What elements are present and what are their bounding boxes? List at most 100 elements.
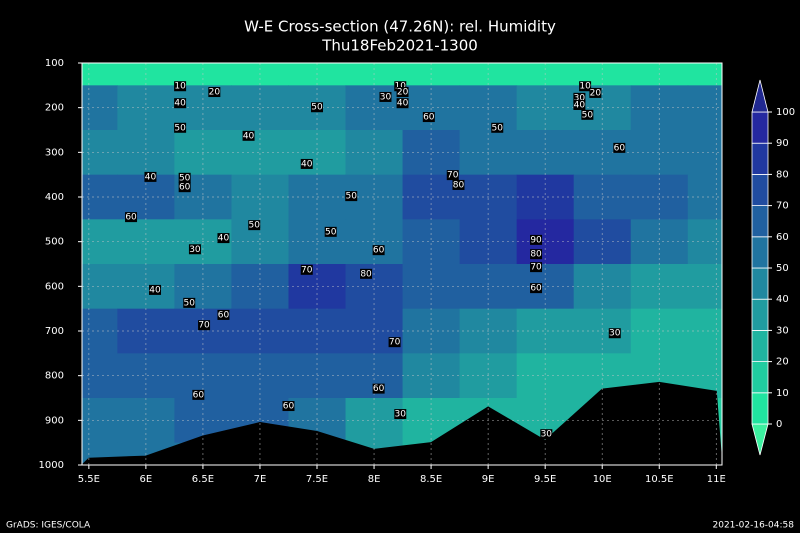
colorbar-extend-high: [751, 79, 769, 113]
y-tick-label: 900: [45, 415, 64, 426]
field: [82, 63, 722, 465]
contour-label: 30: [609, 329, 621, 339]
label-box: [422, 112, 435, 123]
label-box: [324, 226, 337, 237]
colorbar-label: 70: [776, 201, 789, 212]
colorbar-label: 80: [776, 169, 789, 180]
contour-label: 20: [590, 88, 602, 98]
colorbar-band: [751, 111, 769, 144]
contour-label: 30: [541, 430, 553, 440]
contour-label: 80: [360, 269, 372, 279]
colorbar-label: 40: [776, 294, 789, 305]
colorbar-band: [751, 236, 769, 269]
colorbar-band: [751, 173, 769, 206]
contour-label: 70: [389, 338, 401, 348]
contour-label: 40: [301, 159, 313, 169]
cell: [82, 63, 118, 86]
label-box: [608, 328, 621, 339]
label-box: [452, 179, 465, 190]
cell: [516, 308, 575, 354]
contour-label: 70: [198, 321, 210, 331]
label-box: [530, 262, 543, 273]
cell: [231, 174, 289, 220]
label-box: [372, 383, 385, 394]
label-box: [300, 264, 313, 275]
label-box: [282, 401, 295, 412]
label-box: [174, 81, 187, 92]
y-tick-label: 200: [45, 103, 64, 114]
cell: [630, 308, 689, 354]
cell: [117, 130, 175, 176]
label-box: [198, 320, 211, 331]
colorbar-band: [751, 142, 769, 175]
contour-label: 40: [243, 131, 255, 141]
colorbar-band: [751, 392, 769, 425]
footer-left: GrADS: IGES/COLA: [6, 521, 91, 531]
contour-label: 60: [193, 390, 205, 400]
cell: [516, 353, 575, 399]
label-box: [530, 283, 543, 294]
contour-label: 60: [373, 384, 385, 394]
label-box: [242, 130, 255, 141]
contour-label: 50: [492, 123, 504, 133]
label-box: [446, 170, 459, 181]
label-box: [530, 249, 543, 260]
label-box: [217, 309, 230, 320]
y-tick-label: 700: [45, 326, 64, 337]
label-box: [183, 297, 196, 308]
label-box: [300, 158, 313, 169]
label-box: [248, 220, 261, 231]
contour-label: 50: [179, 173, 191, 183]
y-tick-label: 800: [45, 371, 64, 382]
contour-label: 80: [453, 180, 465, 190]
contour-label: 40: [149, 285, 161, 295]
label-box: [188, 244, 201, 255]
label-box: [174, 122, 187, 133]
contour-label: 10: [579, 82, 591, 92]
label-box: [394, 409, 407, 420]
contour-label: 50: [249, 221, 261, 231]
label-box: [345, 191, 358, 202]
y-tick-label: 300: [45, 147, 64, 158]
colorbar-label: 20: [776, 357, 789, 368]
contour-label: 40: [218, 234, 230, 244]
x-tick-label: 9.5E: [534, 474, 556, 485]
contour-label: 60: [283, 402, 295, 412]
contour-label: 30: [574, 93, 586, 103]
colorbar-band: [751, 267, 769, 300]
label-box: [217, 233, 230, 244]
label-box: [388, 337, 401, 348]
contour-label: 40: [574, 100, 586, 110]
contour-label: 70: [301, 265, 313, 275]
x-tick-label: 11E: [707, 474, 726, 485]
colorbar-label: 90: [776, 138, 789, 149]
contour-label: 30: [380, 92, 392, 102]
contour-label: 60: [218, 310, 230, 320]
chart-subtitle: Thu18Feb2021-1300: [321, 37, 478, 55]
colorbar-label: 10: [776, 388, 789, 399]
contour-label: 50: [311, 103, 323, 113]
label-box: [149, 284, 162, 295]
cell: [345, 264, 404, 310]
label-box: [192, 389, 205, 400]
colorbar-label: 60: [776, 232, 789, 243]
contour-label: 60: [530, 284, 542, 294]
overlay: 5.5E 6E 6.5E 7E 7.5E 8E 8.5E 9E 9.5E 10E 10.5E 11E 1…: [39, 58, 726, 485]
contour-label: 20: [397, 88, 409, 98]
cell: [516, 264, 575, 310]
contour-label: 60: [179, 183, 191, 193]
contour-label: 80: [530, 250, 542, 260]
label-box: [491, 122, 504, 133]
cell: [516, 219, 575, 265]
label-box: [379, 91, 392, 102]
x-tick-label: 9E: [482, 474, 495, 485]
cell: [117, 353, 175, 399]
x-tick-label: 8.5E: [420, 474, 442, 485]
label-box: [573, 92, 586, 103]
cell: [402, 219, 461, 265]
contour-label: 10: [174, 82, 186, 92]
footer-right: 2021-02-16-04:58: [713, 521, 795, 531]
y-tick-label: 600: [45, 281, 64, 292]
cell: [402, 264, 461, 310]
contour-label: 60: [373, 246, 385, 256]
